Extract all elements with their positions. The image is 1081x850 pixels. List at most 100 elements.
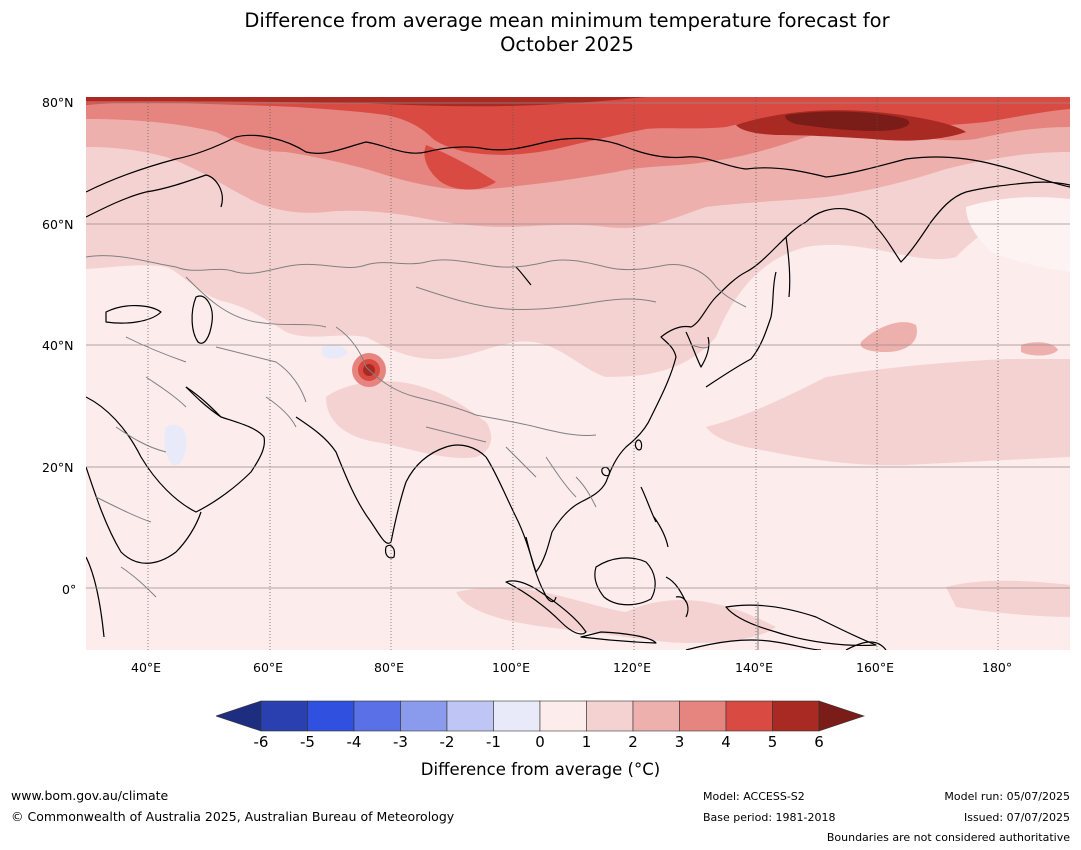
border-iran-afghan (215, 346, 307, 428)
lat-label-0: 0° (62, 582, 77, 597)
colorbar-svg (215, 700, 865, 732)
forecast-map-svg (86, 97, 1070, 650)
colorbar-tick-label: 2 (628, 733, 638, 751)
coast-sri-lanka (384, 544, 396, 559)
coast-arabia (86, 386, 266, 513)
colorbar-segment (446, 700, 494, 732)
colorbar-segment (353, 700, 401, 732)
white-patch-pacific (966, 197, 1070, 272)
cool-patch-arabia (164, 424, 187, 466)
anomaly-band-1-2-tibet (326, 381, 492, 459)
country-borders (86, 255, 759, 650)
lon-label-40e: 40°E (131, 660, 162, 675)
lon-label-100e: 100°E (492, 660, 531, 675)
border-india-east (425, 426, 487, 443)
anomaly-patch-2-3-pacific-2 (1021, 342, 1058, 356)
border-china-west (335, 326, 597, 436)
colorbar-tick-label: -6 (253, 733, 269, 751)
colorbar-tick-label: -3 (393, 733, 408, 751)
lon-label-60e: 60°E (253, 660, 284, 675)
border-russia-south (86, 255, 747, 308)
colorbar-tick-label: 5 (767, 733, 778, 751)
colorbar-tick-label: -5 (300, 733, 315, 751)
colorbar-tick-label: 3 (674, 733, 685, 751)
colorbar-segment (493, 700, 541, 732)
colorbar-tick-label: 6 (814, 733, 824, 751)
coast-baikal (515, 266, 532, 286)
lon-label-160e: 160°E (856, 660, 895, 675)
graticule-parallels (86, 102, 1070, 589)
coast-persian-gulf (185, 386, 222, 418)
border-africa (95, 496, 157, 598)
coast-kamchatka (805, 181, 1070, 263)
coast-caspian (191, 295, 213, 344)
coast-australia (685, 639, 887, 650)
lat-label-20n: 20°N (42, 460, 74, 475)
colorbar-segment (400, 700, 448, 732)
coast-korea (685, 331, 710, 368)
border-china-mongolia (415, 286, 657, 311)
border-indochina (505, 446, 597, 508)
anomaly-patch-4-5-siberia (424, 145, 496, 190)
anomaly-band-1-2-eq-east (946, 580, 1070, 617)
lat-label-80n: 80°N (42, 95, 74, 110)
colorbar-segment (632, 700, 680, 732)
anomaly-band-5-6-north (86, 97, 646, 107)
coast-new-guinea (725, 604, 877, 647)
colorbar-extend-high (818, 700, 865, 732)
footer-copyright: © Commonwealth of Australia 2025, Austra… (11, 809, 455, 824)
coast-scandinavia (86, 174, 223, 218)
coast-china (650, 221, 807, 418)
anomaly-core-gt6 (785, 111, 910, 131)
footer-base-period: Base period: 1981-2018 (703, 811, 836, 824)
colorbar-tick-label: 0 (535, 733, 545, 751)
border-middle-east (115, 336, 187, 453)
colorbar-tick-label: -2 (439, 733, 455, 751)
coast-hainan (601, 466, 611, 477)
anomaly-band-1-2-south (456, 587, 776, 644)
coast-sakhalin (785, 236, 791, 298)
coast-philippines (640, 486, 669, 548)
border-kazakhstan (185, 276, 327, 328)
title-line-1: Difference from average mean minimum tem… (244, 9, 890, 32)
footer-issued: Issued: 07/07/2025 (963, 811, 1070, 824)
lon-label-180: 180° (982, 660, 1013, 675)
colorbar-segment (586, 700, 634, 732)
coast-taiwan (634, 439, 643, 451)
colorbar-segment (260, 700, 308, 732)
border-korea (690, 344, 709, 349)
colorbar-extend-low (215, 700, 262, 732)
footer-disclaimer: Boundaries are not considered authoritat… (826, 831, 1070, 844)
colorbar-tick-label: 1 (581, 733, 592, 751)
coast-java (580, 631, 657, 644)
lat-label-60n: 60°N (42, 217, 74, 232)
coast-india (295, 416, 487, 544)
coast-indochina (485, 416, 652, 573)
footer-url: www.bom.gov.au/climate (11, 788, 169, 803)
coast-arctic (86, 134, 1070, 193)
lat-label-40n: 40°N (42, 338, 74, 353)
colorbar-segment (307, 700, 355, 732)
colorbar (215, 700, 866, 736)
map-title: Difference from average mean minimum tem… (0, 9, 1081, 57)
colorbar-tick-label: -1 (486, 733, 501, 751)
anomaly-patch-2-3-pacific (860, 322, 917, 352)
anomaly-band-1-2-pacific (706, 359, 1070, 466)
colorbar-segment (539, 700, 587, 732)
footer-model: Model: ACCESS-S2 (703, 790, 805, 803)
title-line-2: October 2025 (500, 33, 634, 56)
coast-black-sea (105, 305, 162, 324)
footer-model-run: Model run: 05/07/2025 (944, 790, 1070, 803)
cool-patch-pamir (322, 344, 348, 359)
graticule-meridians (147, 97, 999, 650)
colorbar-tick-label: 4 (721, 733, 731, 751)
lon-label-140e: 140°E (735, 660, 774, 675)
coastlines (86, 134, 1070, 650)
coast-africa (86, 466, 202, 638)
forecast-map (86, 97, 1070, 650)
coast-sumatra (505, 580, 587, 635)
lon-label-80e: 80°E (374, 660, 405, 675)
colorbar-segment (772, 700, 820, 732)
colorbar-title: Difference from average (°C) (420, 760, 661, 779)
colorbar-segment (679, 700, 727, 732)
